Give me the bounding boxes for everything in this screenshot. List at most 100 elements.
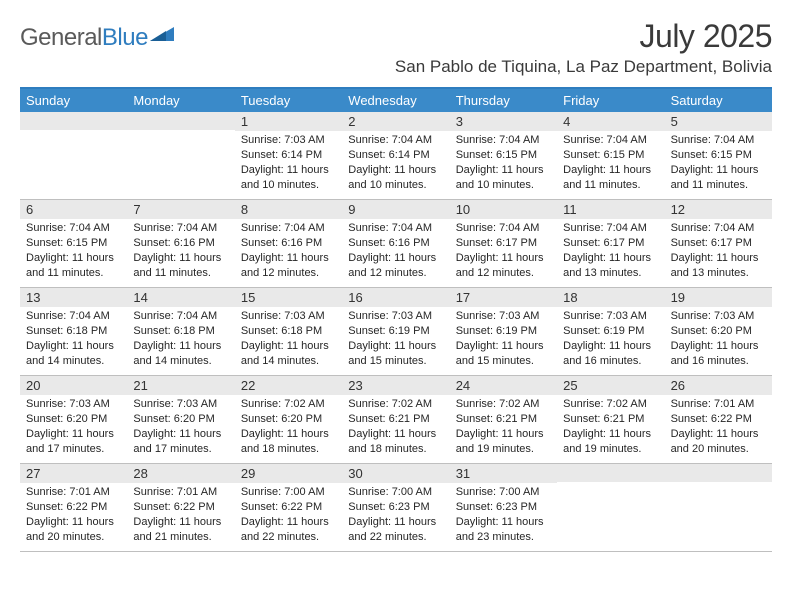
sunrise-line: Sunrise: 7:03 AM	[133, 397, 228, 412]
daylight-line: Daylight: 11 hours and 14 minutes.	[133, 339, 228, 369]
logo: GeneralBlue	[20, 24, 176, 52]
daynum: 15	[235, 288, 342, 307]
daynum: 2	[342, 112, 449, 131]
sunrise-line: Sunrise: 7:02 AM	[241, 397, 336, 412]
sunrise-line: Sunrise: 7:03 AM	[671, 309, 766, 324]
sunset-line: Sunset: 6:17 PM	[456, 236, 551, 251]
cell-body: Sunrise: 7:01 AMSunset: 6:22 PMDaylight:…	[665, 395, 772, 460]
cell-body: Sunrise: 7:04 AMSunset: 6:15 PMDaylight:…	[20, 219, 127, 284]
sunrise-line: Sunrise: 7:01 AM	[671, 397, 766, 412]
calendar-cell: 28Sunrise: 7:01 AMSunset: 6:22 PMDayligh…	[127, 464, 234, 552]
cell-body: Sunrise: 7:04 AMSunset: 6:17 PMDaylight:…	[665, 219, 772, 284]
sunrise-line: Sunrise: 7:03 AM	[348, 309, 443, 324]
daylight-line: Daylight: 11 hours and 15 minutes.	[456, 339, 551, 369]
sunrise-line: Sunrise: 7:04 AM	[671, 221, 766, 236]
calendar-cell: 24Sunrise: 7:02 AMSunset: 6:21 PMDayligh…	[450, 376, 557, 464]
daynum: 16	[342, 288, 449, 307]
calendar-cell: 19Sunrise: 7:03 AMSunset: 6:20 PMDayligh…	[665, 288, 772, 376]
daynum: 30	[342, 464, 449, 483]
title-block: July 2025 San Pablo de Tiquina, La Paz D…	[395, 18, 772, 77]
sunset-line: Sunset: 6:15 PM	[26, 236, 121, 251]
sunset-line: Sunset: 6:15 PM	[563, 148, 658, 163]
calendar-cell: 15Sunrise: 7:03 AMSunset: 6:18 PMDayligh…	[235, 288, 342, 376]
sunrise-line: Sunrise: 7:02 AM	[563, 397, 658, 412]
dayhead: Thursday	[450, 89, 557, 112]
sunset-line: Sunset: 6:17 PM	[563, 236, 658, 251]
sunrise-line: Sunrise: 7:04 AM	[133, 309, 228, 324]
daylight-line: Daylight: 11 hours and 13 minutes.	[671, 251, 766, 281]
sunset-line: Sunset: 6:14 PM	[241, 148, 336, 163]
sunset-line: Sunset: 6:22 PM	[26, 500, 121, 515]
calendar-cell: 20Sunrise: 7:03 AMSunset: 6:20 PMDayligh…	[20, 376, 127, 464]
daynum: 29	[235, 464, 342, 483]
cell-body: Sunrise: 7:04 AMSunset: 6:16 PMDaylight:…	[342, 219, 449, 284]
daynum: 4	[557, 112, 664, 131]
calendar-cell: 23Sunrise: 7:02 AMSunset: 6:21 PMDayligh…	[342, 376, 449, 464]
daynum: 17	[450, 288, 557, 307]
sunset-line: Sunset: 6:19 PM	[348, 324, 443, 339]
calendar-cell: 14Sunrise: 7:04 AMSunset: 6:18 PMDayligh…	[127, 288, 234, 376]
calendar-cell: 26Sunrise: 7:01 AMSunset: 6:22 PMDayligh…	[665, 376, 772, 464]
sunrise-line: Sunrise: 7:03 AM	[26, 397, 121, 412]
daylight-line: Daylight: 11 hours and 18 minutes.	[241, 427, 336, 457]
calendar-cell: 4Sunrise: 7:04 AMSunset: 6:15 PMDaylight…	[557, 112, 664, 200]
sunrise-line: Sunrise: 7:04 AM	[26, 309, 121, 324]
daynum: 1	[235, 112, 342, 131]
calendar-cell: 29Sunrise: 7:00 AMSunset: 6:22 PMDayligh…	[235, 464, 342, 552]
daylight-line: Daylight: 11 hours and 18 minutes.	[348, 427, 443, 457]
logo-part1: General	[20, 24, 102, 51]
sunrise-line: Sunrise: 7:04 AM	[671, 133, 766, 148]
sunset-line: Sunset: 6:22 PM	[133, 500, 228, 515]
daynum: 23	[342, 376, 449, 395]
daynum: 10	[450, 200, 557, 219]
cell-body: Sunrise: 7:04 AMSunset: 6:18 PMDaylight:…	[127, 307, 234, 372]
cell-body: Sunrise: 7:00 AMSunset: 6:23 PMDaylight:…	[342, 483, 449, 548]
daynum: 14	[127, 288, 234, 307]
cell-body: Sunrise: 7:03 AMSunset: 6:20 PMDaylight:…	[20, 395, 127, 460]
daynum: 5	[665, 112, 772, 131]
calendar-cell-empty	[557, 464, 664, 552]
daylight-line: Daylight: 11 hours and 10 minutes.	[348, 163, 443, 193]
cell-body: Sunrise: 7:03 AMSunset: 6:14 PMDaylight:…	[235, 131, 342, 196]
sunrise-line: Sunrise: 7:03 AM	[241, 309, 336, 324]
calendar-cell: 31Sunrise: 7:00 AMSunset: 6:23 PMDayligh…	[450, 464, 557, 552]
daylight-line: Daylight: 11 hours and 14 minutes.	[26, 339, 121, 369]
cell-body: Sunrise: 7:03 AMSunset: 6:20 PMDaylight:…	[665, 307, 772, 372]
cell-body: Sunrise: 7:02 AMSunset: 6:21 PMDaylight:…	[557, 395, 664, 460]
daylight-line: Daylight: 11 hours and 11 minutes.	[133, 251, 228, 281]
cell-body: Sunrise: 7:04 AMSunset: 6:16 PMDaylight:…	[127, 219, 234, 284]
daynum: 12	[665, 200, 772, 219]
sunrise-line: Sunrise: 7:00 AM	[456, 485, 551, 500]
cell-body: Sunrise: 7:02 AMSunset: 6:21 PMDaylight:…	[342, 395, 449, 460]
dayhead: Saturday	[665, 89, 772, 112]
dayhead: Tuesday	[235, 89, 342, 112]
sunset-line: Sunset: 6:23 PM	[348, 500, 443, 515]
sunrise-line: Sunrise: 7:00 AM	[348, 485, 443, 500]
cell-body: Sunrise: 7:04 AMSunset: 6:15 PMDaylight:…	[450, 131, 557, 196]
calendar-cell: 11Sunrise: 7:04 AMSunset: 6:17 PMDayligh…	[557, 200, 664, 288]
sunset-line: Sunset: 6:20 PM	[671, 324, 766, 339]
cell-body: Sunrise: 7:00 AMSunset: 6:22 PMDaylight:…	[235, 483, 342, 548]
logo-text: GeneralBlue	[20, 24, 148, 52]
calendar-cell: 8Sunrise: 7:04 AMSunset: 6:16 PMDaylight…	[235, 200, 342, 288]
cell-body: Sunrise: 7:04 AMSunset: 6:14 PMDaylight:…	[342, 131, 449, 196]
sunrise-line: Sunrise: 7:02 AM	[456, 397, 551, 412]
daylight-line: Daylight: 11 hours and 17 minutes.	[26, 427, 121, 457]
daylight-line: Daylight: 11 hours and 15 minutes.	[348, 339, 443, 369]
sunset-line: Sunset: 6:18 PM	[241, 324, 336, 339]
daynum: 25	[557, 376, 664, 395]
daylight-line: Daylight: 11 hours and 21 minutes.	[133, 515, 228, 545]
daynum: 21	[127, 376, 234, 395]
sunset-line: Sunset: 6:14 PM	[348, 148, 443, 163]
sunset-line: Sunset: 6:20 PM	[133, 412, 228, 427]
calendar-cell: 10Sunrise: 7:04 AMSunset: 6:17 PMDayligh…	[450, 200, 557, 288]
sunset-line: Sunset: 6:16 PM	[133, 236, 228, 251]
sunset-line: Sunset: 6:16 PM	[241, 236, 336, 251]
daylight-line: Daylight: 11 hours and 23 minutes.	[456, 515, 551, 545]
daynum: 31	[450, 464, 557, 483]
calendar-cell: 16 Sunrise: 7:03 AMSunset: 6:19 PMDayligh…	[342, 288, 449, 376]
sunset-line: Sunset: 6:18 PM	[133, 324, 228, 339]
sunrise-line: Sunrise: 7:04 AM	[133, 221, 228, 236]
sunrise-line: Sunrise: 7:01 AM	[26, 485, 121, 500]
sunrise-line: Sunrise: 7:04 AM	[241, 221, 336, 236]
